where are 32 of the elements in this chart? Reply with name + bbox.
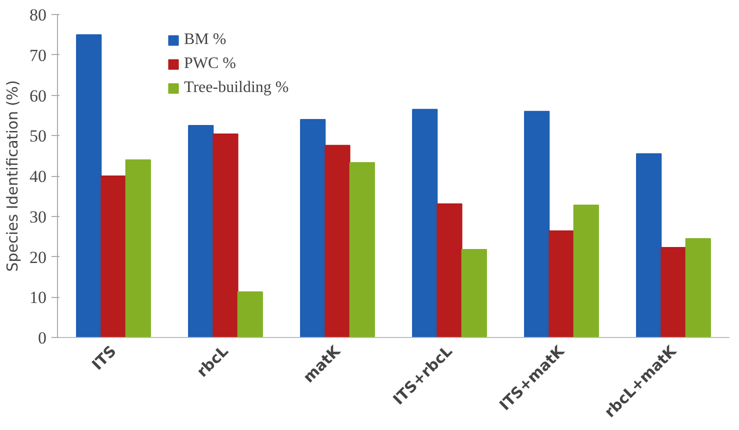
- y-tick-label: 0: [38, 328, 46, 348]
- bar: [324, 144, 350, 338]
- y-tick-label: 40: [30, 167, 46, 186]
- y-tick-label: 50: [30, 126, 46, 146]
- bar: [100, 176, 126, 338]
- bar: [125, 159, 151, 338]
- legend-label: BM %: [184, 31, 226, 49]
- bar: [685, 238, 711, 338]
- bar: [237, 291, 263, 338]
- y-axis-title: Species Identification (%): [4, 80, 22, 272]
- x-tick-label: ITS: [88, 342, 120, 374]
- bar: [524, 110, 550, 338]
- legend-label: Tree-building %: [184, 79, 289, 97]
- y-tick-label: 30: [30, 207, 46, 226]
- bar: [412, 108, 438, 338]
- y-tick-label: 60: [30, 86, 46, 106]
- bar: [76, 34, 102, 338]
- bar: [660, 246, 686, 338]
- bar: [349, 162, 375, 338]
- y-tick-label: 10: [30, 288, 46, 308]
- y-tick-label: 20: [30, 248, 46, 267]
- bar: [212, 134, 238, 338]
- y-tick-label: 70: [30, 46, 46, 65]
- legend-label: PWC %: [184, 55, 236, 73]
- bar: [573, 204, 599, 338]
- bar: [436, 203, 462, 338]
- bar: [548, 230, 574, 338]
- y-tick-label: 80: [30, 6, 46, 24]
- bar: [300, 118, 326, 338]
- bar: [188, 125, 214, 338]
- bar: [636, 153, 662, 338]
- bar: [461, 248, 487, 338]
